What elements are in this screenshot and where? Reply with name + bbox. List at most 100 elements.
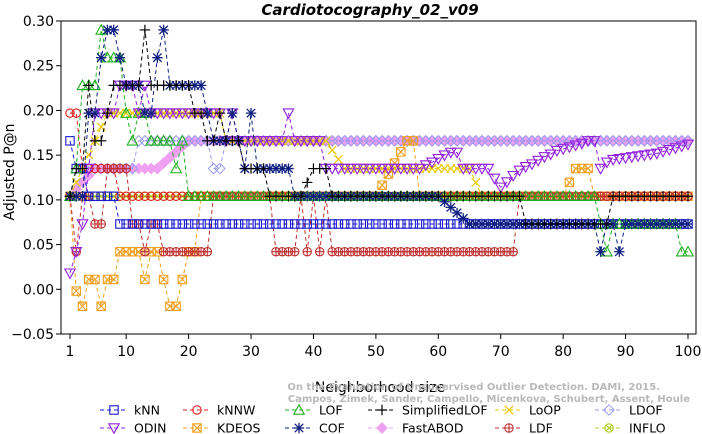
data-point-cof [632,218,644,230]
data-point-kdeos [564,177,575,188]
data-point-cof [270,163,282,174]
data-point-knnw [177,191,188,202]
data-point-simplifiedlof [601,218,613,230]
data-point-knn [127,219,138,229]
x-tick-label: 50 [367,344,385,360]
data-point-cof [114,52,126,63]
data-point-knn [402,219,412,229]
data-point-kdeos [583,163,593,174]
legend-label: COF [319,421,345,434]
data-point-odin [444,147,457,159]
data-point-cof [445,202,456,213]
watermark-line-2: On the Evaluation of Unsupervised Outlie… [287,382,660,393]
series-knnw [65,108,693,202]
data-point-knnw [90,163,100,174]
data-point-ldf [289,246,300,257]
data-point-cof [314,191,325,202]
data-point-odin [532,155,545,167]
data-point-knn [158,219,169,229]
legend: kNN kNNW LOF SimplifiedLOF LoOP LDOF ODIN KDEOS… [100,403,666,434]
x-tick-label: 20 [180,344,198,360]
data-point-cof [514,218,525,230]
data-point-simplifiedlof [214,107,226,119]
data-point-odin [613,153,626,166]
data-point-odin [307,136,320,148]
data-point-odin [400,163,414,175]
x-tick-label: 10 [117,344,135,360]
data-point-knn [452,219,462,229]
data-point-kdeos [408,136,419,146]
data-point-simplifiedlof [514,191,525,202]
data-point-odin [550,145,564,158]
data-point-knn [258,219,269,229]
legend-item-odin: ODIN [100,421,167,434]
data-point-odin [563,142,576,154]
x-axis-label: Neighborhood size [315,380,445,396]
legend-marker [376,422,388,434]
legend-marker [109,405,119,415]
legend-marker [107,423,121,434]
data-point-knn [383,219,394,229]
legend-marker [192,423,202,433]
legend-marker [376,404,388,416]
data-point-knn [208,219,219,229]
data-point-knn [108,191,119,202]
data-point-knnw [140,191,150,202]
data-point-odin [375,163,389,175]
data-point-ldf [121,163,131,174]
data-point-knn [427,219,437,229]
legend-label: LDF [529,421,553,434]
data-point-knn [346,219,356,229]
data-point-knnw [158,191,169,202]
legend-item-knnw: kNNW [183,403,255,418]
data-point-cof [195,80,207,91]
data-point-knn [102,191,113,202]
data-point-simplifiedlof [83,80,94,91]
data-point-simplifiedlof [96,135,107,147]
series-loop [65,108,693,201]
data-point-odin [650,148,663,160]
data-point-cof [202,107,213,119]
data-point-cof [626,218,638,230]
data-point-fastabod [157,157,170,169]
data-point-cof [676,218,687,230]
data-point-knn [252,219,263,229]
data-point-cof [439,196,450,208]
data-point-knn [165,219,175,229]
data-point-odin [70,246,83,259]
data-point-lof [219,189,233,202]
data-point-odin [513,165,526,177]
data-point-odin [500,177,514,189]
data-point-cof [495,218,506,230]
data-point-lof [244,189,258,202]
data-point-odin [413,163,426,175]
x-tick-label: 100 [675,344,702,360]
data-point-simplifiedlof [133,80,144,91]
data-point-knn [152,219,163,229]
data-point-odin [282,108,295,120]
data-point-ldof [682,134,694,147]
data-point-knn [221,219,231,229]
data-point-cof [451,207,463,219]
data-point-knnw [165,191,175,202]
legend-label: kNN [134,403,160,418]
data-point-cof [651,218,662,230]
data-point-lof [550,189,564,202]
data-point-simplifiedlof [320,163,332,174]
data-point-odin [163,108,177,120]
plot-frame [60,20,697,335]
data-point-cof [302,191,313,202]
data-point-knnw [146,191,156,202]
data-point-odin [519,162,532,174]
x-tick-label: 90 [617,344,635,360]
data-point-odin [288,136,301,148]
data-point-odin [294,136,308,148]
data-point-knn [439,219,450,229]
data-point-cof [83,107,94,119]
series-line-odin [69,84,689,274]
data-point-odin [332,163,345,175]
data-point-knn [283,219,294,229]
data-point-odin [344,163,358,175]
data-point-cof [139,107,151,119]
data-point-odin [581,136,595,148]
